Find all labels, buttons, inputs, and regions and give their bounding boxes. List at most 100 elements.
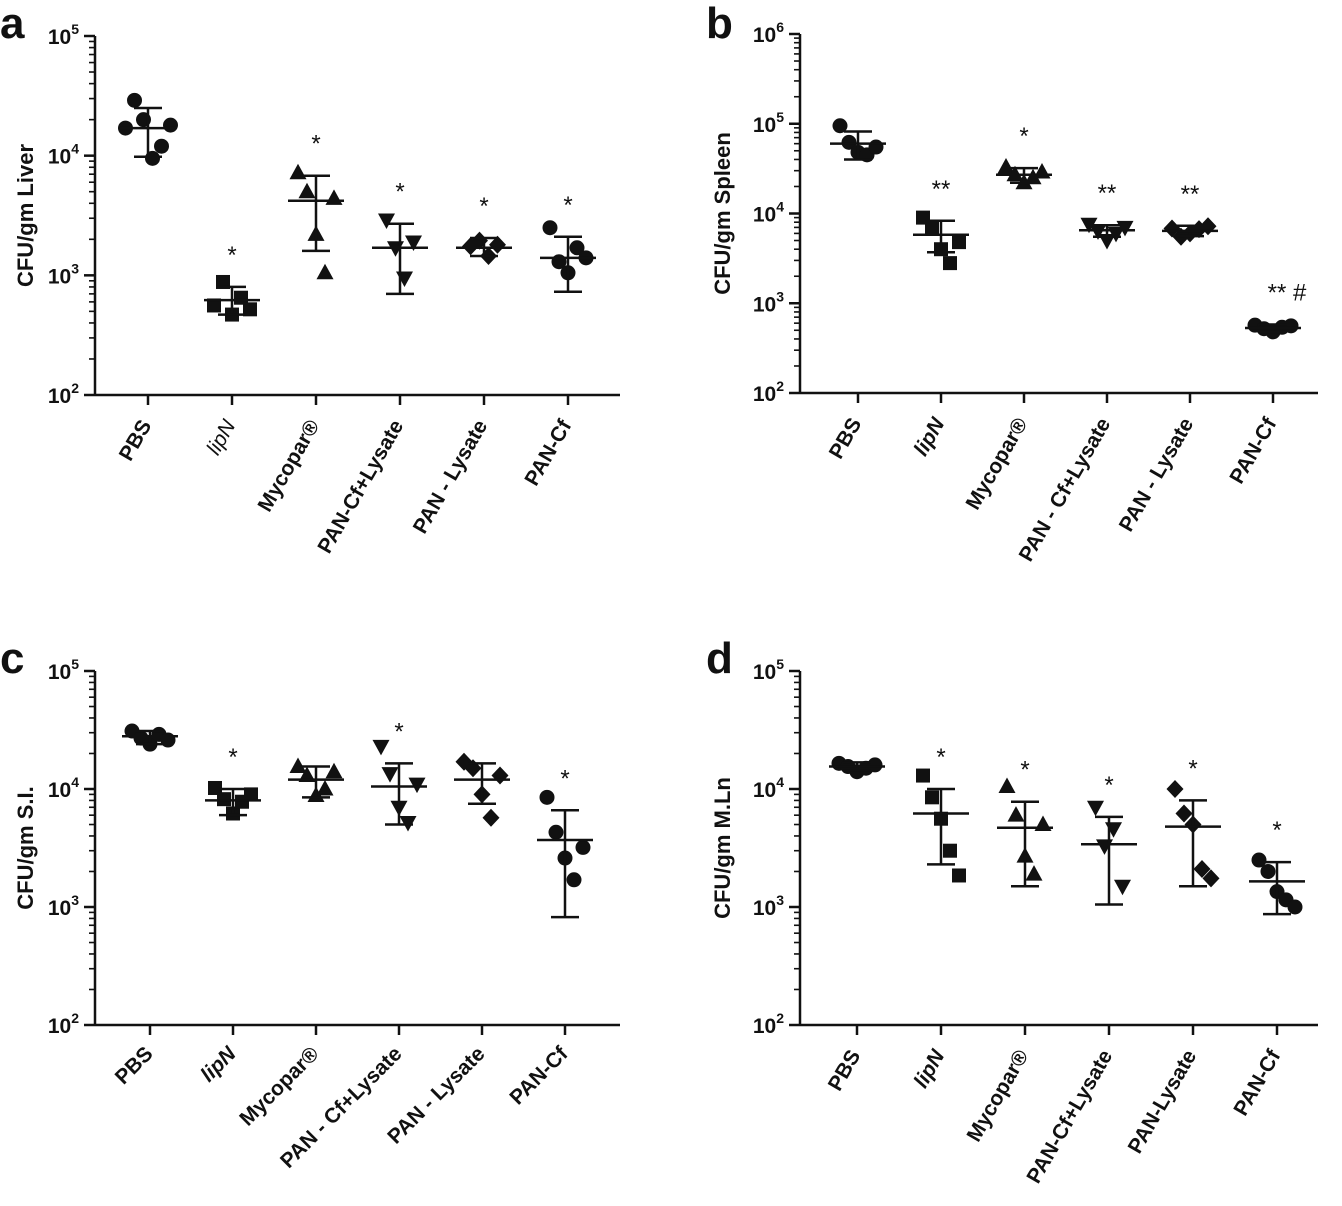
data-point bbox=[216, 274, 230, 289]
data-point bbox=[539, 789, 555, 805]
data-point bbox=[1087, 800, 1104, 817]
data-point bbox=[1089, 224, 1107, 240]
significance-marker: * bbox=[1019, 123, 1028, 150]
x-category-label: PAN-Lysate bbox=[1124, 1046, 1202, 1158]
data-point bbox=[298, 182, 316, 199]
data-point bbox=[482, 808, 500, 827]
data-point bbox=[832, 118, 848, 134]
data-point bbox=[1080, 217, 1098, 234]
data-point bbox=[244, 787, 258, 802]
x-category-label: PBS bbox=[111, 1042, 158, 1089]
significance-marker: ** bbox=[1181, 181, 1200, 208]
y-tick-label: 103 bbox=[753, 288, 784, 316]
x-category-label: Mycopar® bbox=[962, 1046, 1033, 1146]
x-category-label: PAN - Cf+Lysate bbox=[1015, 414, 1116, 565]
y-tick-label: 102 bbox=[753, 1010, 784, 1038]
data-point bbox=[372, 739, 390, 756]
y-tick-label: 103 bbox=[48, 892, 79, 920]
data-point bbox=[208, 780, 222, 795]
data-point bbox=[566, 872, 582, 888]
data-point bbox=[943, 256, 957, 271]
significance-marker: * bbox=[1188, 755, 1197, 782]
x-category-label: PAN-Cf bbox=[505, 1042, 573, 1110]
significance-marker: * bbox=[1104, 772, 1113, 799]
panel-label: a bbox=[0, 0, 25, 48]
significance-marker: * bbox=[311, 131, 320, 158]
chart-panel-b: b CFU/gm Spleen 102 103 104 105 106 PBS lipN ** My… bbox=[706, 0, 1318, 565]
data-point bbox=[163, 117, 178, 133]
y-axis-title: CFU/gm Liver bbox=[13, 144, 38, 287]
data-point bbox=[378, 213, 395, 229]
panel-label: b bbox=[706, 0, 733, 48]
data-point bbox=[925, 220, 939, 235]
data-point bbox=[916, 768, 930, 783]
data-point bbox=[841, 134, 857, 150]
y-tick-label: 105 bbox=[48, 656, 79, 684]
data-point bbox=[868, 139, 884, 155]
significance-marker: ** bbox=[932, 176, 951, 203]
data-point bbox=[298, 766, 316, 783]
y-tick-label: 102 bbox=[48, 380, 79, 408]
x-category-label: lipN bbox=[202, 415, 240, 459]
data-point bbox=[405, 235, 422, 251]
data-point bbox=[1193, 859, 1211, 878]
data-point bbox=[1007, 806, 1025, 822]
data-point bbox=[1114, 879, 1131, 896]
x-category-label: PAN-Cf bbox=[520, 415, 576, 490]
significance-marker: ** # bbox=[1268, 279, 1307, 306]
data-point bbox=[1287, 899, 1303, 915]
data-point bbox=[217, 792, 231, 807]
significance-marker: * bbox=[563, 192, 572, 219]
y-tick-label: 105 bbox=[753, 656, 784, 684]
data-point bbox=[127, 92, 142, 108]
significance-marker: * bbox=[936, 744, 945, 771]
data-point bbox=[1283, 318, 1299, 334]
data-point bbox=[1251, 852, 1267, 868]
x-category-label: lipN bbox=[910, 1045, 950, 1092]
y-tick-label: 103 bbox=[48, 260, 79, 288]
significance-marker: * bbox=[1020, 757, 1029, 784]
data-point bbox=[867, 757, 883, 773]
data-point bbox=[1105, 822, 1122, 838]
data-point bbox=[925, 790, 939, 805]
chart-panel-a: a CFU/gm Liver 102 103 104 105 PBS lipN * Mycopar… bbox=[0, 0, 620, 557]
data-point bbox=[1096, 839, 1113, 855]
y-axis-title: CFU/gm M.Ln bbox=[710, 777, 735, 919]
data-point bbox=[325, 189, 343, 205]
significance-marker: * bbox=[560, 765, 569, 792]
x-category-label: PAN-Cf bbox=[1229, 1045, 1285, 1120]
data-point bbox=[243, 302, 257, 317]
y-axis-title: CFU/gm Spleen bbox=[710, 132, 735, 295]
data-point bbox=[1025, 865, 1043, 881]
data-point bbox=[998, 777, 1016, 793]
data-point bbox=[316, 263, 334, 280]
x-category-label: PAN - Lysate bbox=[409, 416, 493, 538]
y-tick-label: 102 bbox=[753, 378, 784, 406]
x-category-label: PAN-Cf+Lysate bbox=[313, 416, 408, 557]
data-point bbox=[542, 220, 558, 236]
significance-marker: * bbox=[227, 242, 236, 269]
data-point bbox=[952, 868, 966, 883]
data-point bbox=[489, 235, 506, 254]
data-point bbox=[1175, 804, 1193, 823]
x-category-label: lipN bbox=[910, 413, 950, 460]
data-point bbox=[154, 138, 169, 154]
y-tick-label: 102 bbox=[48, 1010, 79, 1038]
data-point bbox=[569, 240, 585, 256]
y-tick-label: 104 bbox=[48, 141, 79, 169]
data-point bbox=[1202, 869, 1220, 888]
significance-marker: * bbox=[394, 718, 403, 745]
data-point bbox=[316, 780, 334, 796]
x-category-label: PAN-Cf+Lysate bbox=[1022, 1046, 1117, 1187]
significance-marker: * bbox=[1272, 817, 1281, 844]
data-point bbox=[289, 757, 307, 774]
data-point bbox=[1260, 863, 1276, 879]
x-category-label: PAN - Lysate bbox=[1115, 414, 1199, 536]
significance-marker: * bbox=[395, 179, 404, 206]
y-tick-label: 103 bbox=[753, 892, 784, 920]
data-point bbox=[943, 843, 957, 858]
y-tick-label: 104 bbox=[48, 774, 79, 802]
panel-label: d bbox=[706, 634, 733, 683]
data-point bbox=[381, 767, 399, 783]
